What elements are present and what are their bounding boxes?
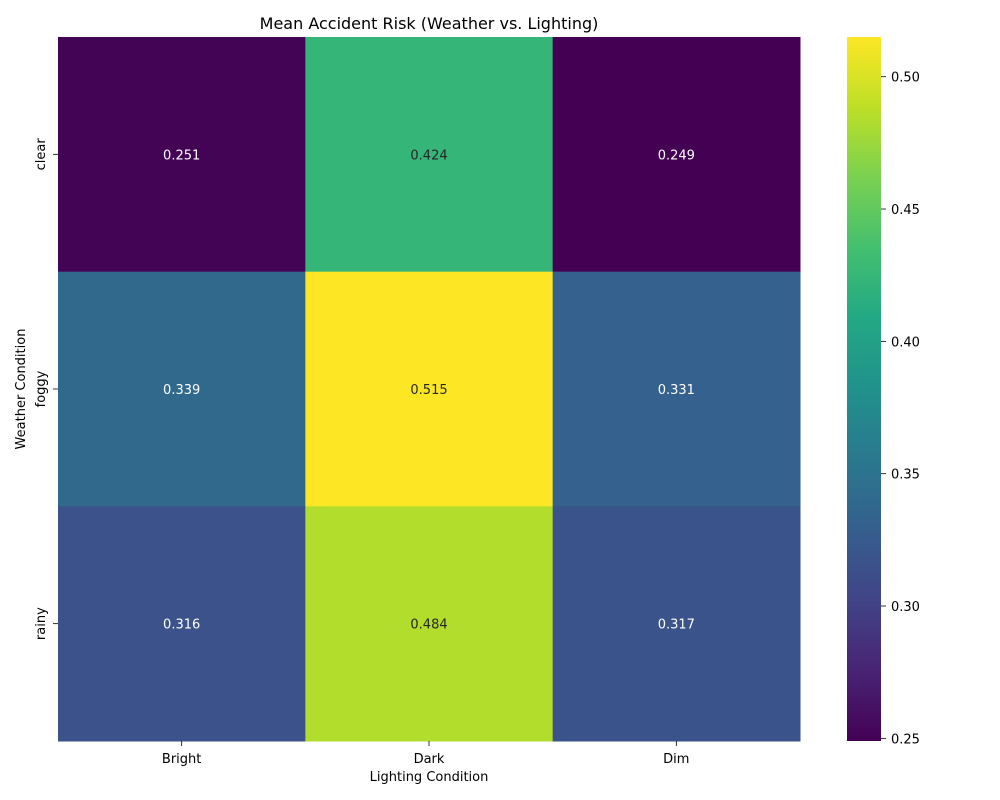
colorbar-tick-label: 0.50 [891, 71, 920, 86]
heatmap-cell [305, 506, 554, 742]
cell-value-label: 0.484 [410, 618, 447, 633]
y-tick-label: clear [34, 138, 49, 171]
heatmap-cell [552, 37, 801, 273]
heatmap-cell [552, 506, 801, 742]
heatmap-cells: 0.251 0.424 0.249 0.339 0.515 0.331 0.316 0.484… [58, 37, 801, 742]
colorbar-ticks: 0.25 0.30 0.35 0.40 0.45 0.50 [881, 71, 920, 747]
heatmap-cell [58, 271, 306, 507]
colorbar [847, 37, 881, 741]
colorbar-tick-label: 0.35 [891, 468, 920, 483]
x-tick-label: Bright [162, 752, 201, 767]
cell-value-label: 0.251 [163, 148, 200, 163]
y-axis-label: Weather Condition [14, 329, 29, 450]
cell-value-label: 0.339 [163, 383, 200, 398]
colorbar-tick-label: 0.25 [891, 732, 920, 747]
heatmap-cell [58, 506, 306, 742]
colorbar-tick-label: 0.40 [891, 335, 920, 350]
x-tick-label: Dark [414, 752, 445, 767]
heatmap-cell [58, 37, 306, 273]
heatmap-cell [305, 271, 554, 507]
cell-value-label: 0.515 [410, 383, 447, 398]
colorbar-tick-label: 0.30 [891, 600, 920, 615]
cell-value-label: 0.316 [163, 618, 200, 633]
x-axis: Bright Dark Dim [162, 741, 689, 767]
y-tick-label: rainy [34, 607, 49, 640]
chart-title: Mean Accident Risk (Weather vs. Lighting… [260, 14, 599, 33]
heatmap-cell [305, 37, 554, 273]
x-tick-label: Dim [663, 752, 689, 767]
y-axis: clear foggy rainy [34, 138, 58, 640]
colorbar-tick-label: 0.45 [891, 203, 920, 218]
cell-value-label: 0.317 [658, 618, 695, 633]
y-tick-label: foggy [34, 370, 49, 407]
x-axis-label: Lighting Condition [370, 770, 489, 785]
cell-value-label: 0.331 [658, 383, 695, 398]
cell-value-label: 0.249 [658, 148, 695, 163]
heatmap-cell [552, 271, 801, 507]
cell-value-label: 0.424 [410, 148, 447, 163]
